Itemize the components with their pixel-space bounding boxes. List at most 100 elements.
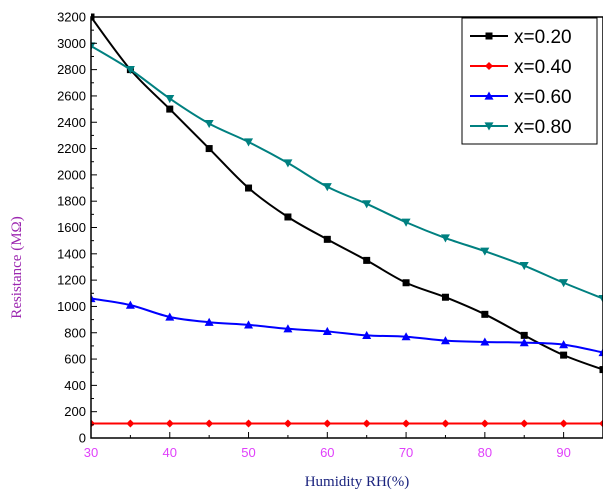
- data-point: [560, 351, 568, 359]
- legend-entry: x=0.20: [470, 27, 572, 48]
- data-point: [165, 94, 175, 104]
- y-tick-label: 3200: [57, 10, 86, 25]
- y-tick-label: 600: [64, 352, 86, 367]
- y-tick-label: 2000: [57, 167, 86, 182]
- data-point: [598, 347, 603, 357]
- data-point: [362, 330, 372, 339]
- data-point: [440, 336, 450, 345]
- legend-marker: [485, 62, 493, 70]
- y-tick-label: 0: [79, 431, 86, 446]
- data-point: [559, 279, 569, 288]
- data-point: [480, 419, 489, 428]
- data-point: [165, 312, 175, 321]
- data-point: [402, 279, 410, 287]
- x-tick-label: 30: [84, 445, 98, 460]
- data-point: [244, 320, 254, 329]
- y-tick-label: 800: [64, 325, 86, 340]
- y-tick-label: 2400: [57, 115, 86, 130]
- data-point: [205, 145, 213, 153]
- data-point: [322, 326, 332, 336]
- series-1: [91, 419, 603, 428]
- x-tick-label: 80: [478, 445, 492, 460]
- plot-area: [91, 13, 603, 428]
- y-tick-label: 1600: [57, 220, 86, 235]
- series-line: [91, 297, 603, 354]
- x-tick-label: 90: [556, 445, 570, 460]
- legend-marker: [485, 32, 493, 40]
- legend-box: [461, 17, 598, 145]
- data-point: [284, 213, 292, 221]
- data-point: [480, 247, 490, 256]
- data-point: [166, 105, 174, 113]
- y-tick-label: 400: [64, 378, 86, 393]
- series-3: [91, 42, 603, 304]
- y-tick-label: 3000: [57, 36, 86, 51]
- legend-entry: x=0.80: [470, 117, 572, 138]
- data-point: [91, 42, 96, 51]
- x-tick-label: 60: [320, 445, 334, 460]
- y-tick-label: 200: [64, 404, 86, 419]
- series-line: [91, 45, 603, 300]
- data-point: [401, 332, 411, 341]
- data-point: [559, 419, 568, 428]
- legend-entry: x=0.40: [470, 57, 572, 78]
- data-point: [481, 310, 489, 318]
- x-axis-label: Humidity RH(%): [305, 474, 410, 490]
- data-point: [322, 183, 332, 192]
- y-tick-label: 1200: [57, 273, 86, 288]
- y-tick-label: 1000: [57, 299, 86, 314]
- data-point: [204, 317, 214, 326]
- data-point: [441, 293, 449, 301]
- data-point: [91, 294, 96, 303]
- x-tick-label: 70: [399, 445, 413, 460]
- y-tick-label: 2800: [57, 62, 86, 77]
- data-point: [599, 366, 603, 374]
- data-point: [441, 419, 450, 428]
- data-point: [91, 419, 95, 428]
- data-point: [598, 294, 603, 304]
- data-point: [599, 419, 603, 428]
- data-point: [244, 419, 253, 428]
- legend-label: x=0.20: [514, 27, 572, 48]
- legend-label: x=0.80: [514, 117, 572, 138]
- y-tick-label: 1800: [57, 194, 86, 209]
- data-point: [125, 300, 135, 309]
- data-point: [519, 338, 529, 347]
- data-point: [283, 419, 292, 428]
- data-point: [520, 419, 529, 428]
- data-point: [440, 234, 450, 243]
- y-tick-label: 2600: [57, 88, 86, 103]
- data-point: [401, 218, 411, 227]
- y-tick-label: 1400: [57, 246, 86, 261]
- data-point: [519, 262, 529, 271]
- data-point: [323, 235, 331, 243]
- axis-ticks: 0 200 400 600 800 1000 1200 1400 1600 1800 2000 220…: [57, 10, 571, 461]
- data-point: [402, 419, 411, 428]
- data-point: [204, 119, 214, 129]
- data-point: [362, 200, 372, 209]
- data-point: [559, 340, 569, 349]
- data-point: [363, 256, 371, 264]
- y-axis-label: Resistance (MΩ): [9, 216, 25, 318]
- data-point: [480, 337, 490, 346]
- data-point: [245, 184, 253, 192]
- series-2: [91, 294, 603, 357]
- data-point: [323, 419, 332, 428]
- x-tick-label: 40: [163, 445, 177, 460]
- data-point: [126, 419, 135, 428]
- data-point: [362, 419, 371, 428]
- data-point: [283, 159, 293, 168]
- legend-entry: x=0.60: [470, 87, 572, 108]
- legend-marker: [484, 91, 494, 100]
- data-point: [165, 419, 174, 428]
- legend-label: x=0.40: [514, 57, 572, 78]
- data-point: [283, 324, 293, 333]
- data-point: [244, 138, 254, 147]
- legend-marker: [484, 122, 494, 131]
- data-point: [520, 331, 528, 339]
- series-0: [91, 13, 603, 374]
- x-tick-label: 50: [241, 445, 255, 460]
- y-tick-label: 2200: [57, 141, 86, 156]
- legend-label: x=0.60: [514, 87, 572, 108]
